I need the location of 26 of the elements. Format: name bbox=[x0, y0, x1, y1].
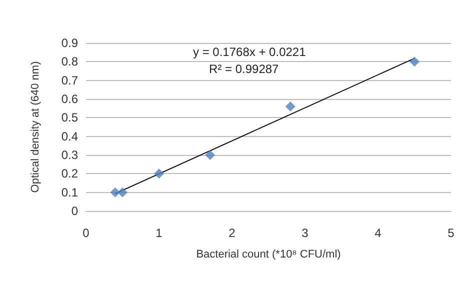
x-tick-label: 5 bbox=[448, 226, 455, 240]
x-tick-label: 1 bbox=[156, 226, 163, 240]
y-tick-label: 0.9 bbox=[61, 36, 78, 50]
y-tick-label: 0.3 bbox=[61, 148, 78, 162]
point bbox=[154, 168, 164, 179]
y-tick-label: 0 bbox=[71, 204, 78, 218]
x-tick-label: 4 bbox=[374, 226, 382, 240]
x-tick-label: 2 bbox=[228, 226, 236, 240]
y-tick-label: 0.2 bbox=[61, 166, 78, 181]
y-tick-label: 0.1 bbox=[61, 185, 78, 200]
x-tick-label: 0 bbox=[82, 226, 90, 240]
y-tick-label: 0.6 bbox=[61, 92, 78, 106]
point bbox=[110, 187, 120, 198]
x-tick-label: 3 bbox=[302, 226, 309, 240]
y-axis-title: Optical density at (640 nm) bbox=[30, 61, 42, 193]
y-tick-label: 0.4 bbox=[61, 129, 78, 144]
point bbox=[205, 150, 216, 160]
point bbox=[285, 101, 296, 112]
y-tick-label: 0.5 bbox=[61, 110, 78, 125]
point bbox=[118, 187, 128, 198]
annotation: R² = 0.99287 bbox=[209, 62, 280, 76]
y-tick-label: 0.7 bbox=[61, 73, 78, 88]
y-tick-label: 0.8 bbox=[61, 54, 78, 69]
point bbox=[410, 56, 420, 67]
x-axis-title: Bacterial count (*10⁸ CFU/ml) bbox=[196, 248, 341, 260]
annotation: y = 0.1768x + 0.0221 bbox=[193, 45, 306, 59]
